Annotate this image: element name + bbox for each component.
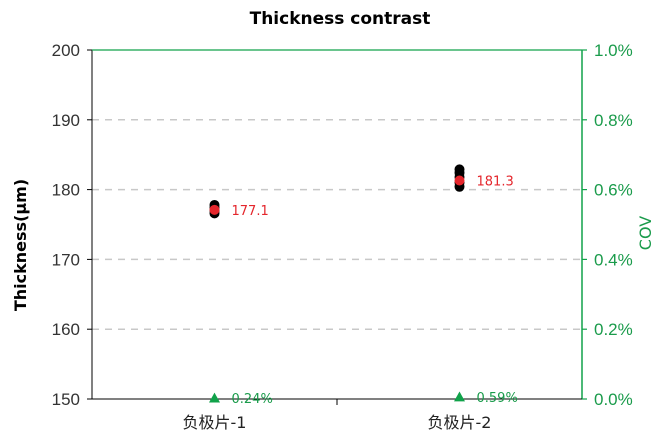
y-tick-label: 160 [52,320,80,339]
y-axis-right-label: COV [636,216,655,250]
y-right-tick-label: 0.6% [594,181,633,200]
chart-marks: 177.1 181.3 0.24% 0.59% [209,164,518,407]
left-tick-labels: 150 160 170 180 190 200 [52,41,92,409]
mean-data-label: 181.3 [477,175,514,190]
x-tick-label: 负极片-1 [183,413,247,432]
cov-data-label: 0.59% [477,391,518,406]
cov-data-label: 0.24% [232,392,273,407]
mean-data-label: 177.1 [232,204,269,219]
y-tick-label: 190 [52,111,80,130]
chart-title: Thickness contrast [250,9,431,29]
right-tick-labels: 0.0% 0.2% 0.4% 0.6% 0.8% 1.0% [582,41,633,409]
mean-point [209,204,220,215]
gridlines [92,119,582,330]
y-tick-label: 200 [52,41,80,60]
x-tick-label: 负极片-2 [428,413,492,432]
y-tick-label: 150 [52,390,80,409]
sample-point [454,164,465,175]
y-right-tick-label: 0.8% [594,111,633,130]
y-axis-label: Thickness(μm) [11,179,30,311]
y-tick-label: 180 [52,181,80,200]
y-right-tick-label: 0.0% [594,390,633,409]
mean-point [454,175,465,186]
y-tick-label: 170 [52,250,80,269]
y-right-tick-label: 0.2% [594,320,633,339]
cov-point [209,392,220,403]
cov-point [454,391,465,402]
category-labels: 负极片-1 负极片-2 [183,413,492,432]
y-right-tick-label: 0.4% [594,250,633,269]
y-right-tick-label: 1.0% [594,41,633,60]
